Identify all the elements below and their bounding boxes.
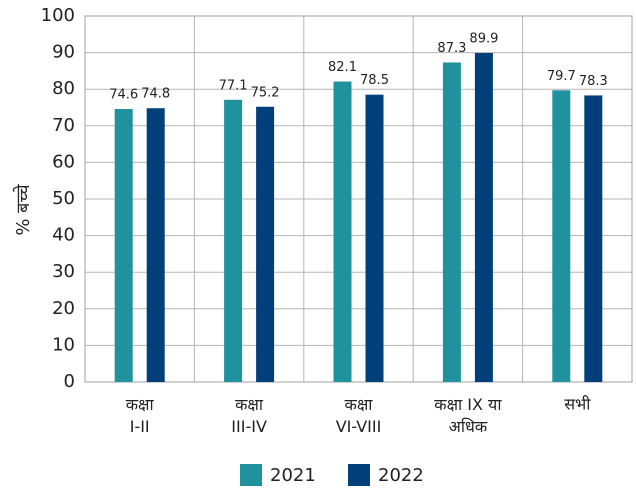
bar <box>474 52 493 382</box>
y-tick-label: 90 <box>52 42 75 63</box>
bar <box>365 94 384 382</box>
y-tick-label: 0 <box>64 371 75 392</box>
bar <box>146 108 165 383</box>
value-label: 79.7 <box>547 69 576 84</box>
y-tick-label: 50 <box>52 188 75 209</box>
x-tick-label: कक्षा I-II <box>126 395 155 436</box>
value-label: 75.2 <box>251 85 280 100</box>
bar <box>333 81 352 382</box>
x-tick-label: कक्षा III-IV <box>231 395 267 436</box>
value-label: 87.3 <box>437 41 466 56</box>
legend-label: 2022 <box>378 465 424 486</box>
y-tick-label: 60 <box>52 151 75 172</box>
plot-border <box>84 15 633 383</box>
y-tick-label: 70 <box>52 115 75 136</box>
bar <box>442 62 461 383</box>
y-tick-label: 80 <box>52 78 75 99</box>
value-label: 78.5 <box>360 73 389 88</box>
bar <box>584 95 603 382</box>
y-tick-label: 20 <box>52 298 75 319</box>
x-tick-label: कक्षा IX या अधिक <box>434 395 502 436</box>
legend-swatch <box>348 464 370 486</box>
value-label: 82.1 <box>328 60 357 75</box>
legend-label: 2021 <box>270 465 316 486</box>
y-axis-label: % बच्चे <box>12 184 34 236</box>
x-tick-label: कक्षा VI-VIII <box>336 395 382 436</box>
value-label: 77.1 <box>219 78 248 93</box>
bar <box>256 106 275 382</box>
y-tick-label: 30 <box>52 261 75 282</box>
y-tick-label: 40 <box>52 225 75 246</box>
value-label: 74.8 <box>141 87 170 102</box>
bar <box>114 108 133 383</box>
x-tick-label: सभी <box>564 395 591 414</box>
bar <box>224 99 243 383</box>
bar <box>552 90 571 382</box>
legend-swatch <box>240 464 262 486</box>
value-label: 74.6 <box>109 87 138 102</box>
value-label: 89.9 <box>469 31 498 46</box>
value-label: 78.3 <box>579 74 608 89</box>
y-tick-label: 10 <box>52 334 75 355</box>
y-tick-label: 100 <box>41 5 75 26</box>
